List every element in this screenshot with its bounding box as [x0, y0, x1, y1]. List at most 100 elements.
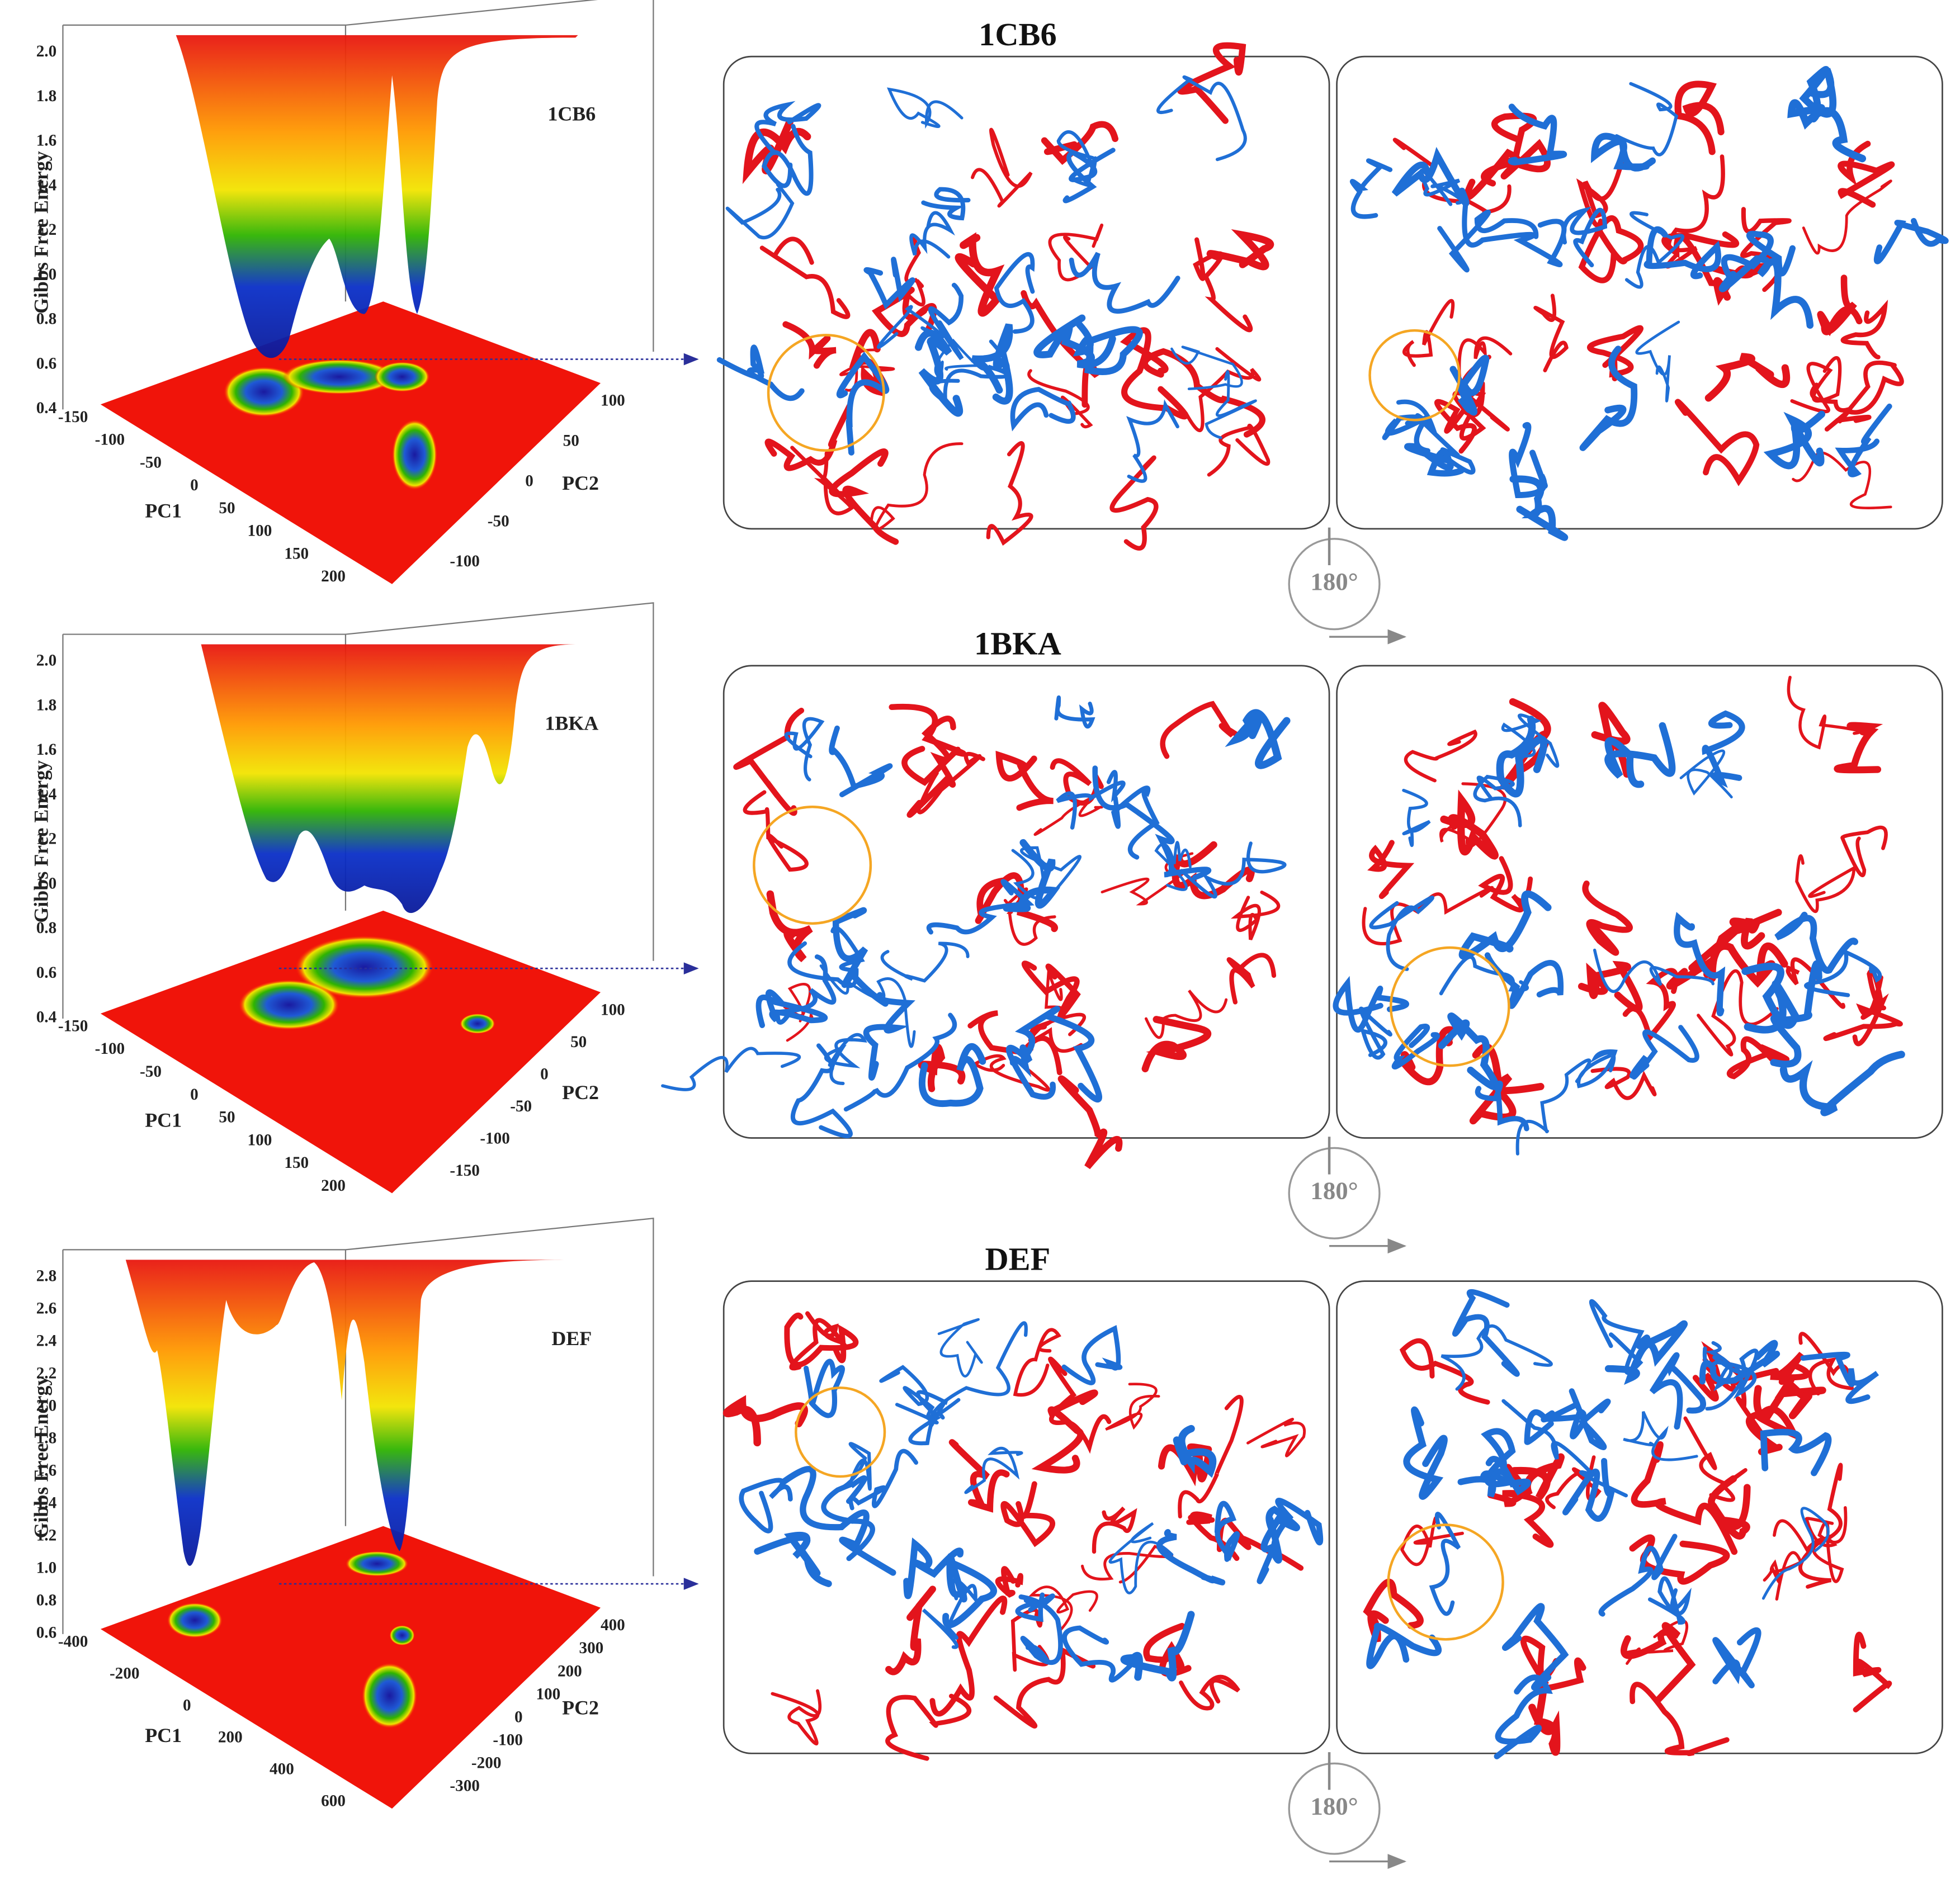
ribbon	[1598, 1534, 1678, 1617]
ribbon	[1508, 103, 1567, 166]
z-tick-label: 0.4	[36, 1009, 57, 1026]
y-tick-label: 300	[579, 1639, 603, 1657]
ribbon	[971, 323, 1013, 405]
ribbon	[1391, 1024, 1441, 1070]
plot-label: 1CB6	[547, 103, 596, 125]
ribbon	[1010, 386, 1076, 432]
x-tick-label: 100	[248, 1131, 272, 1149]
ribbon	[1108, 1522, 1174, 1594]
ribbon	[1647, 1576, 1692, 1625]
ribbon	[1404, 443, 1465, 477]
x-tick-label: 200	[321, 1177, 346, 1195]
ribbon	[1630, 1682, 1730, 1757]
ribbon	[771, 1689, 822, 1746]
ribbon	[1111, 785, 1160, 860]
ribbon	[1629, 1534, 1730, 1585]
ribbon	[1840, 825, 1888, 878]
ribbon	[1481, 112, 1537, 187]
ribbon	[1674, 399, 1760, 486]
y-tick-label: -100	[480, 1129, 510, 1147]
x-tick-label: 0	[183, 1696, 191, 1714]
x-tick-label: -150	[58, 1017, 88, 1035]
ribbon	[929, 1596, 1008, 1717]
y-tick-label: 0	[525, 472, 533, 490]
ribbon	[1666, 919, 1747, 990]
ribbon	[1449, 354, 1490, 416]
floor	[100, 910, 601, 1194]
ribbon	[1496, 716, 1548, 798]
ribbon	[1704, 353, 1791, 402]
z-tick-label: 0.8	[36, 919, 56, 937]
ribbon	[1649, 1352, 1706, 1430]
ribbon	[775, 954, 837, 1025]
highlight-circle	[1368, 329, 1461, 422]
ribbon	[784, 1312, 859, 1367]
z-tick-label: 2.6	[36, 1300, 56, 1318]
ribbon	[1018, 1594, 1063, 1665]
ribbon	[1604, 1320, 1688, 1385]
ribbon	[1225, 709, 1291, 769]
ribbon	[1501, 1399, 1628, 1498]
ribbon	[722, 1395, 808, 1447]
ribbon	[1589, 1299, 1645, 1375]
z-tick-label: 0.6	[36, 964, 56, 982]
rotation-circle	[1288, 538, 1381, 631]
ribbon	[1178, 1395, 1244, 1519]
ribbon	[937, 1318, 983, 1378]
structure-title: DEF	[985, 1241, 1050, 1277]
rotation-label: 180°	[1310, 1792, 1358, 1820]
rotation-circle	[1288, 1762, 1381, 1855]
ribbon	[1683, 1416, 1748, 1502]
ribbon	[829, 448, 899, 545]
landscape-panel: 2.8 2.6 2.4 2.2 2.0 1.8 1.6 1.4 1.2 1.0 0.8 0.6 Gibb…	[30, 1218, 1943, 1869]
ribbon	[1160, 701, 1244, 759]
ribbon	[1358, 1006, 1392, 1060]
ribbon	[1624, 211, 1684, 289]
ribbon	[994, 252, 1035, 334]
ribbon	[829, 725, 893, 798]
ribbon	[1712, 1627, 1761, 1688]
z-tick-label: 1.4	[36, 1494, 57, 1512]
ribbon	[1156, 1528, 1226, 1585]
ribbon	[1207, 423, 1271, 477]
y-tick-label: -50	[488, 512, 509, 530]
ribbon	[914, 329, 964, 417]
ribbon	[926, 879, 1035, 935]
x-tick-label: -100	[95, 431, 125, 449]
ribbon	[1773, 1517, 1838, 1553]
y-tick-label: -50	[510, 1097, 532, 1115]
x-tick-label: -100	[95, 1040, 125, 1058]
ribbon	[1590, 132, 1656, 172]
ribbon	[1144, 990, 1228, 1039]
ribbon	[1779, 1050, 1905, 1116]
structure-box	[1336, 1280, 1943, 1754]
ribbon	[1013, 1328, 1061, 1397]
structure-title: 1BKA	[974, 626, 1061, 662]
ribbon	[1092, 1506, 1137, 1554]
ribbon	[955, 232, 1005, 317]
energy-well	[295, 935, 434, 999]
ribbon	[1853, 1631, 1892, 1713]
ribbon	[1437, 209, 1539, 273]
x-tick-label: 150	[284, 545, 309, 562]
ribbon	[1873, 217, 1949, 264]
z-tick-label: 1.0	[36, 266, 56, 283]
ribbon	[780, 1466, 896, 1576]
z-tick-label: 1.6	[36, 132, 56, 150]
ribbon	[824, 1033, 867, 1085]
x-tick-label: 400	[270, 1760, 294, 1778]
ribbon	[1798, 1332, 1854, 1396]
ribbon	[1593, 948, 1715, 993]
z-tick-label: 1.8	[36, 696, 56, 714]
y-tick-label: 100	[536, 1685, 560, 1703]
ribbon	[908, 1390, 948, 1446]
ribbon	[1643, 226, 1721, 280]
ribbon	[995, 750, 1054, 811]
ribbon	[1834, 722, 1883, 774]
ribbon	[764, 403, 853, 471]
z-tick-label: 2.2	[36, 1365, 56, 1383]
ribbon	[1635, 320, 1680, 403]
ribbon	[909, 211, 955, 259]
x-axis-label: PC1	[145, 1109, 182, 1131]
y-tick-label: 0	[514, 1708, 523, 1726]
